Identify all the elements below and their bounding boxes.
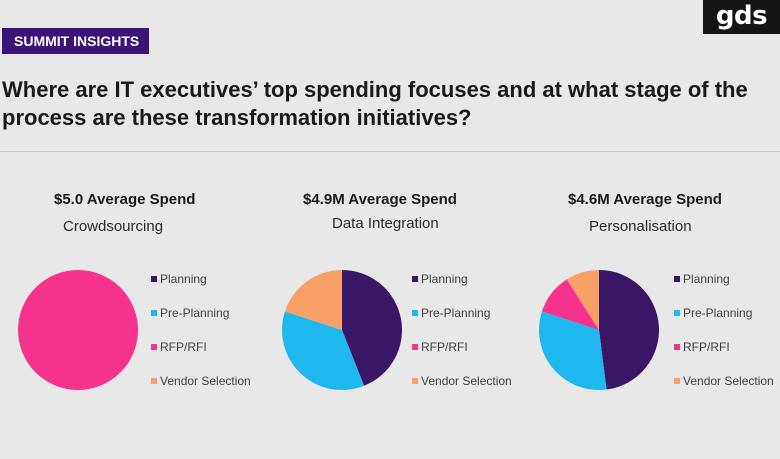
legend-swatch [412,344,418,350]
legend-label: Pre-Planning [421,306,491,320]
pie-chart [18,270,138,390]
legend-label: Vendor Selection [683,374,774,388]
legend-label: Pre-Planning [683,306,753,320]
legend-swatch [412,310,418,316]
pie-chart [282,270,403,391]
pie-panel-crowdsourcing: $5.0 Average Spend Crowdsourcing Plannin… [0,186,260,416]
legend-label: RFP/RFI [421,340,468,354]
legend-label: Planning [160,272,207,286]
legend-swatch [151,344,157,350]
gds-logo: gds [703,0,780,34]
pie-chart [539,270,660,391]
legend-swatch [412,276,418,282]
legend-swatch [412,378,418,384]
legend-label: RFP/RFI [683,340,730,354]
pie-slice-planning [342,270,403,386]
pie-slice-vendor-selection [566,270,599,330]
average-spend-label: $4.9M Average Spend [303,191,457,208]
pie-slice-vendor-selection [284,270,342,330]
summit-insights-badge: SUMMIT INSIGHTS [2,28,150,54]
topic-label: Crowdsourcing [63,218,164,235]
pie-slice-rfp-rfi [541,279,599,330]
legend-label: Pre-Planning [160,306,230,320]
average-spend-label: $5.0 Average Spend [54,191,196,208]
legend-label: Planning [683,272,730,286]
pie-slice-planning [599,270,660,390]
legend-swatch [151,276,157,282]
pie-panel-data-integration: $4.9M Average Spend Data Integration Pla… [262,186,522,416]
legend-swatch [674,344,680,350]
average-spend-label: $4.6M Average Spend [568,191,722,208]
pie-slice-pre-planning [539,311,607,391]
legend-label: Vendor Selection [421,374,512,388]
legend-swatch [151,310,157,316]
topic-label: Personalisation [589,218,692,235]
legend-swatch [674,378,680,384]
divider [0,151,780,152]
topic-label: Data Integration [332,215,439,232]
legend-swatch [151,378,157,384]
legend-label: Vendor Selection [160,374,251,388]
page-title: Where are IT executives’ top spending fo… [2,77,748,130]
pie-slice-rfp-rfi [18,270,138,390]
legend-swatch [674,310,680,316]
pie-panel-personalisation: $4.6M Average Spend Personalisation Plan… [524,186,780,416]
legend-label: RFP/RFI [160,340,207,354]
legend-label: Planning [421,272,468,286]
pie-slice-pre-planning [282,311,365,391]
legend-swatch [674,276,680,282]
